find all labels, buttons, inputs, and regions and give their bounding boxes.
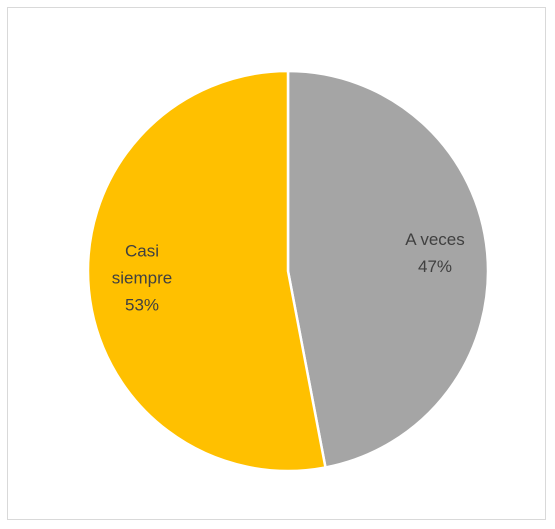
pie-slices <box>86 69 490 473</box>
pie-slice-a-veces <box>286 69 490 469</box>
data-label-casi-siempre: Casi siempre 53% <box>112 242 172 315</box>
pie-labels: A veces 47% Casi siempre 53% <box>112 230 465 315</box>
data-label-a-veces: A veces 47% <box>405 230 465 276</box>
pie-slice-casi-siempre <box>86 69 327 473</box>
